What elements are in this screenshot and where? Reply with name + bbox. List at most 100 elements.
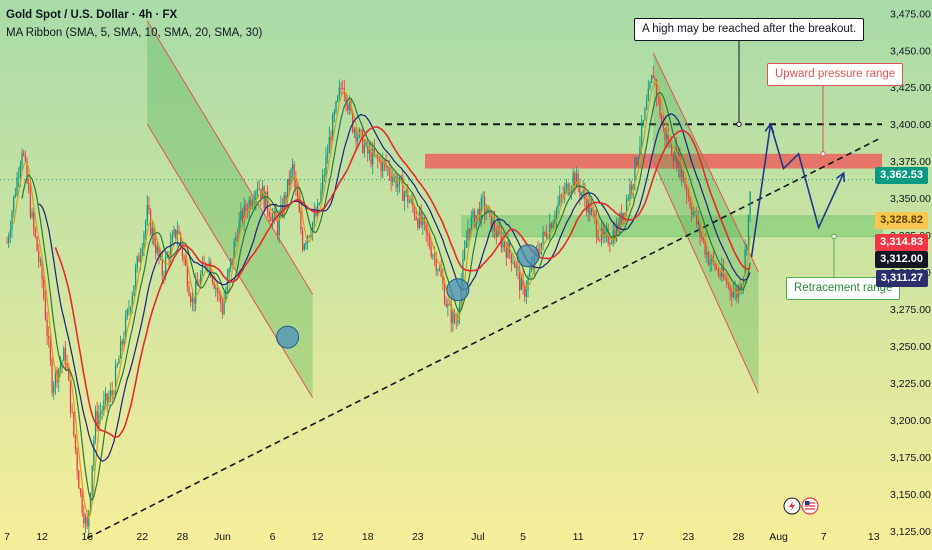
candle-body bbox=[605, 230, 608, 233]
candle-body bbox=[624, 212, 626, 215]
candle-body bbox=[81, 493, 83, 513]
candle-body bbox=[512, 262, 514, 264]
candle-body bbox=[291, 164, 294, 170]
candle-body bbox=[505, 247, 507, 258]
candle-body bbox=[681, 169, 683, 178]
candle-body bbox=[24, 155, 27, 161]
candle-body bbox=[330, 136, 332, 142]
y-tick-label: 3,400.00 bbox=[890, 119, 931, 131]
candle-body bbox=[290, 169, 292, 186]
candle-body bbox=[84, 517, 87, 524]
candle-body bbox=[154, 243, 157, 253]
lightning-icon[interactable] bbox=[783, 497, 801, 515]
candle-body bbox=[689, 197, 691, 208]
candle-body bbox=[118, 358, 120, 364]
candle-body bbox=[295, 179, 297, 189]
candle-body bbox=[684, 182, 686, 187]
candle-body bbox=[268, 211, 270, 218]
candle-body bbox=[522, 278, 524, 287]
candle-body bbox=[625, 198, 628, 215]
candle-body bbox=[315, 212, 317, 217]
candle-body bbox=[266, 191, 269, 212]
candle-body bbox=[63, 348, 65, 361]
candle-body bbox=[338, 87, 340, 97]
moving-average-line bbox=[54, 126, 751, 438]
candle-body bbox=[600, 228, 603, 241]
candle-body bbox=[16, 177, 18, 195]
candle-body bbox=[111, 390, 113, 395]
candle-body bbox=[180, 233, 182, 245]
candle-body bbox=[133, 285, 135, 296]
candle-body bbox=[19, 164, 21, 178]
candle-body bbox=[450, 304, 452, 324]
candle-body bbox=[473, 210, 476, 227]
candle-body bbox=[185, 259, 187, 266]
candle-body bbox=[447, 304, 449, 307]
candle-body bbox=[121, 341, 123, 345]
candle-body bbox=[43, 279, 45, 298]
candle-body bbox=[465, 240, 467, 249]
breakout-note: A high may be reached after the breakout… bbox=[634, 18, 865, 41]
candle-body bbox=[106, 393, 108, 403]
candle-body bbox=[296, 188, 299, 202]
candle-body bbox=[327, 153, 329, 157]
candle-body bbox=[347, 104, 349, 110]
candle-body bbox=[629, 184, 631, 199]
candle-body bbox=[579, 186, 581, 196]
candle-body bbox=[706, 251, 708, 255]
candle-body bbox=[29, 190, 32, 217]
candle-body bbox=[114, 366, 117, 395]
candle-body bbox=[407, 190, 409, 203]
candle-body bbox=[699, 221, 701, 236]
moving-average-line bbox=[21, 91, 751, 502]
candle-body bbox=[732, 291, 735, 297]
candle-body bbox=[181, 244, 183, 257]
candle-body bbox=[609, 243, 611, 245]
candle-body bbox=[241, 210, 244, 223]
candle-body bbox=[348, 101, 350, 110]
candle-body bbox=[388, 167, 391, 176]
candle-body bbox=[280, 204, 282, 216]
us-flag-icon[interactable] bbox=[801, 497, 819, 515]
candle-body bbox=[530, 263, 533, 272]
candle-body bbox=[637, 157, 639, 166]
candle-body bbox=[408, 201, 411, 203]
candle-body bbox=[468, 228, 471, 235]
candle-body bbox=[664, 128, 666, 140]
candle-body bbox=[230, 258, 232, 269]
candle-body bbox=[422, 217, 424, 225]
candle-body bbox=[529, 271, 531, 277]
candle-body bbox=[357, 137, 359, 142]
candle-body bbox=[557, 203, 559, 209]
y-tick-label: 3,475.00 bbox=[890, 8, 931, 20]
candle-body bbox=[288, 178, 290, 186]
candle-body bbox=[370, 149, 372, 165]
candle-body bbox=[440, 268, 442, 277]
candle-body bbox=[554, 219, 556, 224]
candle-body bbox=[686, 186, 688, 195]
candle-body bbox=[724, 277, 726, 280]
candle-body bbox=[220, 293, 222, 304]
candle-body bbox=[51, 360, 53, 393]
x-tick-label: 7 bbox=[4, 531, 10, 543]
candle-body bbox=[205, 263, 207, 268]
candle-body bbox=[372, 148, 374, 165]
candle-body bbox=[742, 277, 745, 285]
candle-body bbox=[128, 309, 130, 311]
candle-body bbox=[564, 188, 566, 197]
candle-body bbox=[193, 298, 195, 304]
candle-body bbox=[744, 249, 746, 278]
candle-body bbox=[313, 212, 315, 223]
candle-body bbox=[136, 256, 138, 269]
candle-body bbox=[694, 211, 696, 213]
candle-body bbox=[200, 274, 202, 286]
candle-body bbox=[478, 208, 481, 220]
candle-body bbox=[245, 204, 247, 211]
candle-body bbox=[378, 159, 381, 161]
candle-body bbox=[213, 281, 215, 289]
candle-body bbox=[126, 309, 128, 317]
moving-average-line bbox=[13, 80, 751, 520]
candle-body bbox=[365, 141, 367, 146]
